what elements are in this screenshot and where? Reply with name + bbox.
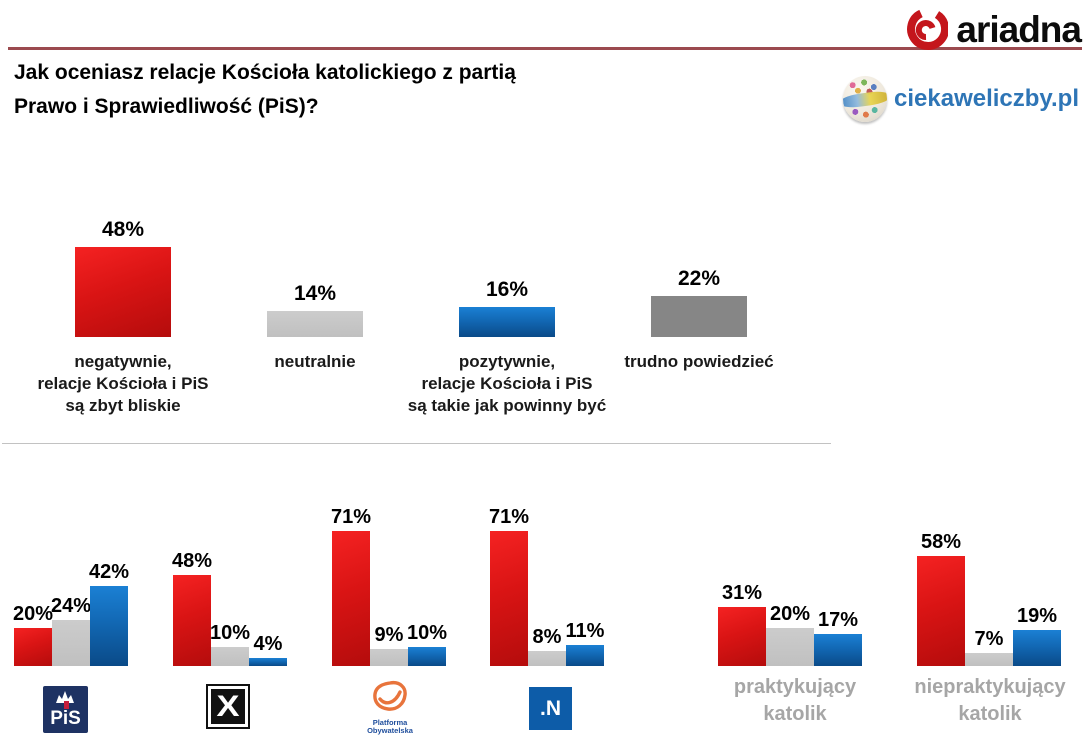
bar-segment <box>490 531 528 666</box>
value-label: 9% <box>374 624 404 646</box>
bar-column: 31% <box>718 582 766 666</box>
platforma-obywatelska-logo: Platforma Obywatelska <box>358 680 422 734</box>
ariadna-wordmark: ariadna <box>956 9 1082 50</box>
pis-logo-flag <box>64 701 69 709</box>
bar-segment <box>90 586 128 666</box>
bar-column: 17% <box>814 609 862 666</box>
value-label: 11% <box>565 620 605 642</box>
bar-column: 42% <box>88 561 130 666</box>
bar-segment <box>370 649 408 666</box>
pis-logo-text: PiS <box>50 708 81 729</box>
value-label: 71% <box>330 506 372 528</box>
globe-icon <box>843 76 888 122</box>
value-label: 8% <box>532 626 562 648</box>
bar-column: 58% <box>917 531 965 666</box>
bar-column: 9% <box>370 624 408 666</box>
value-label: 16% <box>485 278 529 301</box>
bar-segment <box>408 647 446 666</box>
bar-column: 8% <box>528 626 566 666</box>
ciekaweliczby-wordmark: ciekaweliczby.pl <box>894 85 1079 112</box>
bar-group-6: 58% 7% 19% <box>917 531 1061 666</box>
po-emblem-icon <box>373 680 407 711</box>
bar-column: 71% <box>330 506 372 666</box>
bar-segment <box>52 620 90 666</box>
kukiz15-logo: X <box>206 684 250 729</box>
bar-group-2: 48% 10% 4% <box>171 550 287 666</box>
group-label-niepraktykujacy: niepraktykujący katolik <box>914 676 1066 725</box>
value-label: 71% <box>488 506 530 528</box>
value-label: 17% <box>817 609 859 631</box>
value-label: 4% <box>253 633 283 655</box>
pis-party-logo: PiS <box>43 686 88 733</box>
bar-segment <box>917 556 965 666</box>
value-label: 10% <box>406 622 448 644</box>
bar-column: 48% <box>171 550 213 666</box>
bar-column: 11% <box>566 620 604 666</box>
bar-segment <box>528 651 566 666</box>
bar-group-1: 20% 24% 42% <box>12 561 130 666</box>
bar-segment <box>173 575 211 666</box>
value-label: 48% <box>171 550 213 572</box>
kukiz-x-icon: X <box>216 689 240 723</box>
bar-segment <box>267 311 363 337</box>
bar-group-5: 31% 20% 17% <box>718 582 862 666</box>
bar-column: 19% <box>1013 605 1061 666</box>
value-label: 10% <box>209 622 251 644</box>
page-title: Jak oceniasz relacje Kościoła katolickie… <box>14 61 516 118</box>
value-label: 31% <box>721 582 763 604</box>
bar-group-4: 71% 8% 11% <box>488 506 604 666</box>
value-label: 48% <box>101 218 145 241</box>
ariadna-swirl-icon <box>907 9 949 50</box>
ciekaweliczby-logo: ciekaweliczby.pl <box>843 76 1079 122</box>
value-label: 24% <box>50 595 92 617</box>
bar-segment <box>718 607 766 666</box>
value-label: 7% <box>974 628 1004 650</box>
category-label: pozytywnie, relacje Kościoła i PiS są ta… <box>407 352 607 415</box>
category-label: neutralnie <box>274 352 356 371</box>
bar-segment <box>249 658 287 666</box>
bar-column: 20% <box>766 603 814 666</box>
value-label: 42% <box>88 561 130 583</box>
value-label: 14% <box>293 282 337 305</box>
bar-segment <box>814 634 862 666</box>
bar-segment <box>766 628 814 666</box>
pis-eagle-icon <box>56 691 74 703</box>
bar-column: 4% <box>249 633 287 666</box>
bar-segment <box>965 653 1013 666</box>
value-label: 20% <box>769 603 811 625</box>
bar-column: 10% <box>406 622 448 666</box>
nowoczesna-logo: .N <box>529 687 572 730</box>
bar-column: 20% <box>12 603 54 666</box>
category-label: negatywnie, relacje Kościoła i PiS są zb… <box>37 352 209 415</box>
value-label: 22% <box>677 267 721 290</box>
bar-segment <box>14 628 52 666</box>
category-label: trudno powiedzieć <box>624 352 774 371</box>
bar-segment <box>75 247 171 337</box>
value-label: 19% <box>1016 605 1058 627</box>
top-accent-line <box>8 47 1082 50</box>
bar-segment <box>211 647 249 666</box>
bar-segment <box>1013 630 1061 666</box>
bar-column: 24% <box>50 595 92 666</box>
value-label: 58% <box>920 531 962 553</box>
section-divider <box>2 443 831 444</box>
po-logo-text: Platforma Obywatelska <box>367 718 413 735</box>
bar-column: 7% <box>965 628 1013 666</box>
bar-segment <box>651 296 747 337</box>
bar-group-3: 71% 9% 10% <box>330 506 448 666</box>
nowoczesna-logo-text: .N <box>540 696 561 720</box>
ariadna-logo: ariadna <box>904 8 1082 52</box>
group-label-praktykujacy: praktykujący katolik <box>733 676 857 725</box>
bar-column: 10% <box>209 622 251 666</box>
bar-segment <box>566 645 604 666</box>
bar-segment <box>459 307 555 337</box>
bar-column: 71% <box>488 506 530 666</box>
value-label: 20% <box>12 603 54 625</box>
bar-segment <box>332 531 370 666</box>
